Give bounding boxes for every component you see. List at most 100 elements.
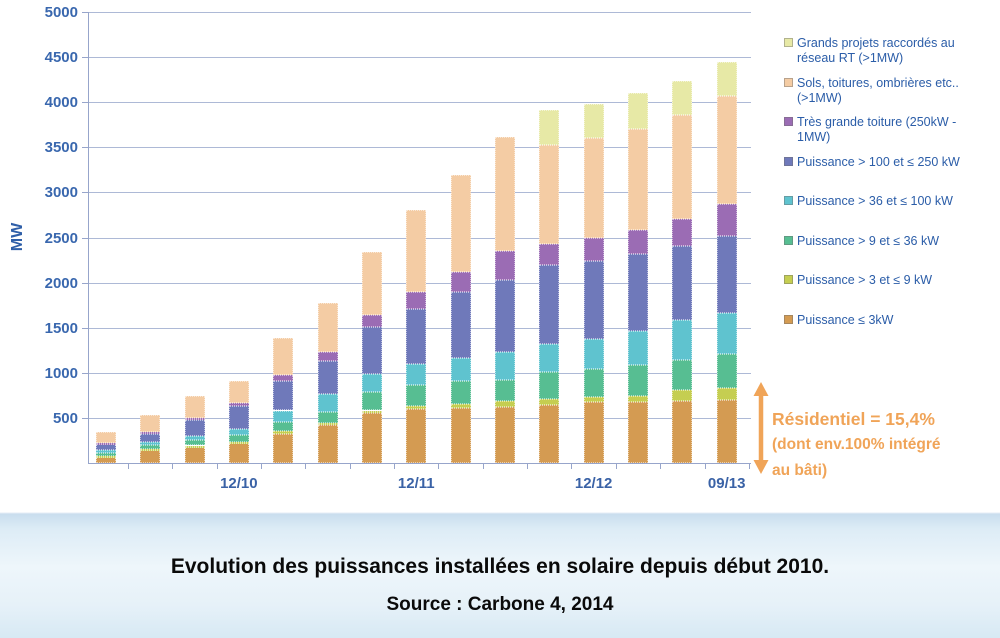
y-axis-title: MW bbox=[9, 222, 26, 252]
y-axis-tick bbox=[82, 192, 88, 194]
bar-segment-s4-bar9 bbox=[494, 279, 515, 352]
bar-segment-s3-bar4 bbox=[273, 410, 294, 423]
bar-segment-s1-bar2 bbox=[184, 445, 205, 448]
gridline bbox=[88, 57, 751, 59]
legend-label: Puissance > 3 et ≤ 9 kW bbox=[797, 273, 933, 287]
bar-segment-s0-bar8 bbox=[450, 407, 471, 463]
x-tick-label: 09/13 bbox=[707, 475, 746, 492]
bar-segment-s5-bar11 bbox=[583, 237, 604, 262]
bar-segment-s0-bar2 bbox=[184, 446, 205, 463]
bar-segment-s4-bar2 bbox=[184, 420, 205, 436]
x-axis-tick bbox=[527, 463, 529, 469]
bar-segment-s7-bar12 bbox=[628, 93, 648, 129]
bar-segment-s7-bar13 bbox=[672, 81, 693, 116]
legend-item: Puissance > 9 et ≤ 36 kW bbox=[784, 234, 996, 274]
bar-segment-s6-bar3 bbox=[228, 380, 249, 404]
bar-segment-s2-bar5 bbox=[317, 412, 338, 423]
bar-segment-s5-bar4 bbox=[273, 375, 294, 382]
legend-label: Très grande toiture (250kW - 1MW) bbox=[797, 115, 957, 144]
bar-segment-s6-bar6 bbox=[361, 251, 382, 316]
bar-segment-s0-bar3 bbox=[228, 442, 249, 463]
bar-segment-s6-bar14 bbox=[716, 95, 737, 205]
bar-segment-s2-bar10 bbox=[539, 372, 560, 399]
bar-segment-s5-bar9 bbox=[494, 251, 515, 280]
bar-segment-s5-bar13 bbox=[672, 218, 693, 247]
x-axis-tick bbox=[704, 463, 706, 469]
bar-segment-s2-bar14 bbox=[716, 354, 737, 389]
bar-segment-s6-bar5 bbox=[317, 303, 338, 352]
bar-segment-s0-bar13 bbox=[672, 400, 693, 463]
x-axis-tick bbox=[305, 463, 307, 469]
bar-segment-s1-bar7 bbox=[406, 406, 427, 409]
bar-segment-s4-bar0 bbox=[95, 444, 116, 451]
y-tick-label: 4000 bbox=[44, 94, 78, 112]
bar-segment-s1-bar12 bbox=[628, 395, 648, 402]
x-axis-tick bbox=[172, 463, 174, 469]
legend-swatch-icon bbox=[784, 117, 793, 126]
chart-source: Source : Carbone 4, 2014 bbox=[386, 594, 614, 615]
bar-segment-s1-bar6 bbox=[361, 410, 382, 414]
legend-swatch-icon bbox=[784, 275, 793, 284]
y-axis-tick bbox=[82, 372, 88, 374]
y-tick-label: 3000 bbox=[44, 184, 78, 202]
x-axis-tick bbox=[615, 463, 617, 469]
bar-segment-s0-bar12 bbox=[628, 401, 648, 463]
bar-segment-s0-bar6 bbox=[361, 413, 382, 463]
bar-segment-s3-bar14 bbox=[716, 312, 737, 355]
bar-segment-s1-bar0 bbox=[95, 455, 116, 458]
bar-segment-s3-bar7 bbox=[406, 363, 427, 385]
bar-segment-s6-bar0 bbox=[95, 432, 116, 443]
legend-label: Grands projets raccordés au réseau RT (>… bbox=[797, 36, 955, 65]
bar-segment-s6-bar12 bbox=[628, 128, 648, 230]
legend-item: Grands projets raccordés au réseau RT (>… bbox=[784, 36, 996, 76]
chart-canvas: MW Grands projets raccordés au réseau RT… bbox=[9, 4, 996, 492]
x-axis-tick bbox=[482, 463, 484, 469]
bar-segment-s5-bar7 bbox=[406, 291, 427, 309]
x-axis-tick bbox=[349, 463, 351, 469]
legend-swatch-icon bbox=[784, 77, 793, 87]
bar-segment-s5-bar10 bbox=[539, 243, 560, 266]
double-arrow-icon bbox=[753, 382, 769, 474]
x-axis-tick bbox=[571, 463, 573, 469]
bar-segment-s6-bar13 bbox=[672, 115, 693, 219]
bar-segment-s0-bar4 bbox=[273, 433, 294, 463]
bar-segment-s2-bar7 bbox=[406, 384, 427, 407]
bar-segment-s2-bar3 bbox=[228, 435, 249, 443]
bar-segment-s2-bar8 bbox=[450, 381, 471, 405]
bar-segment-s4-bar3 bbox=[228, 406, 249, 430]
bar-segment-s5-bar12 bbox=[628, 229, 648, 255]
bar-segment-s7-bar10 bbox=[539, 109, 560, 146]
bar-segment-s3-bar3 bbox=[228, 429, 249, 436]
bar-segment-s3-bar9 bbox=[494, 351, 515, 380]
legend-label: Puissance > 9 et ≤ 36 kW bbox=[797, 233, 939, 248]
bar-segment-s3-bar8 bbox=[450, 358, 471, 382]
legend-swatch-icon bbox=[784, 235, 793, 245]
bar-segment-s4-bar8 bbox=[450, 291, 471, 359]
x-tick-label: 12/10 bbox=[220, 475, 258, 492]
bar-segment-s2-bar0 bbox=[95, 452, 116, 456]
legend-item: Très grande toiture (250kW - 1MW) bbox=[784, 115, 996, 155]
annotation-line-3: au bâti) bbox=[772, 462, 828, 479]
bar-segment-s6-bar8 bbox=[450, 174, 471, 272]
bar-segment-s1-bar8 bbox=[450, 404, 471, 408]
bar-segment-s2-bar1 bbox=[140, 444, 161, 449]
bar-segment-s0-bar9 bbox=[494, 406, 515, 463]
bar-segment-s5-bar5 bbox=[317, 351, 338, 361]
gridline bbox=[88, 192, 751, 194]
chart-title: Evolution des puissances installées en s… bbox=[170, 555, 830, 578]
x-axis-tick bbox=[127, 463, 129, 469]
legend-item: Puissance > 100 et ≤ 250 kW bbox=[784, 155, 996, 195]
y-tick-label: 2000 bbox=[44, 274, 78, 292]
bar-segment-s0-bar10 bbox=[539, 404, 560, 463]
y-axis-tick bbox=[82, 237, 88, 239]
bar-segment-s4-bar11 bbox=[583, 261, 604, 340]
bar-segment-s6-bar1 bbox=[140, 414, 161, 432]
bar-segment-s3-bar1 bbox=[140, 441, 161, 445]
legend-label: Puissance > 36 et ≤ 100 kW bbox=[797, 194, 953, 208]
bar-segment-s3-bar13 bbox=[672, 319, 693, 360]
y-tick-label: 500 bbox=[52, 409, 78, 427]
chart-legend: Grands projets raccordés au réseau RT (>… bbox=[784, 36, 996, 352]
legend-item: Puissance > 36 et ≤ 100 kW bbox=[784, 194, 996, 234]
bar-segment-s4-bar12 bbox=[628, 254, 648, 332]
